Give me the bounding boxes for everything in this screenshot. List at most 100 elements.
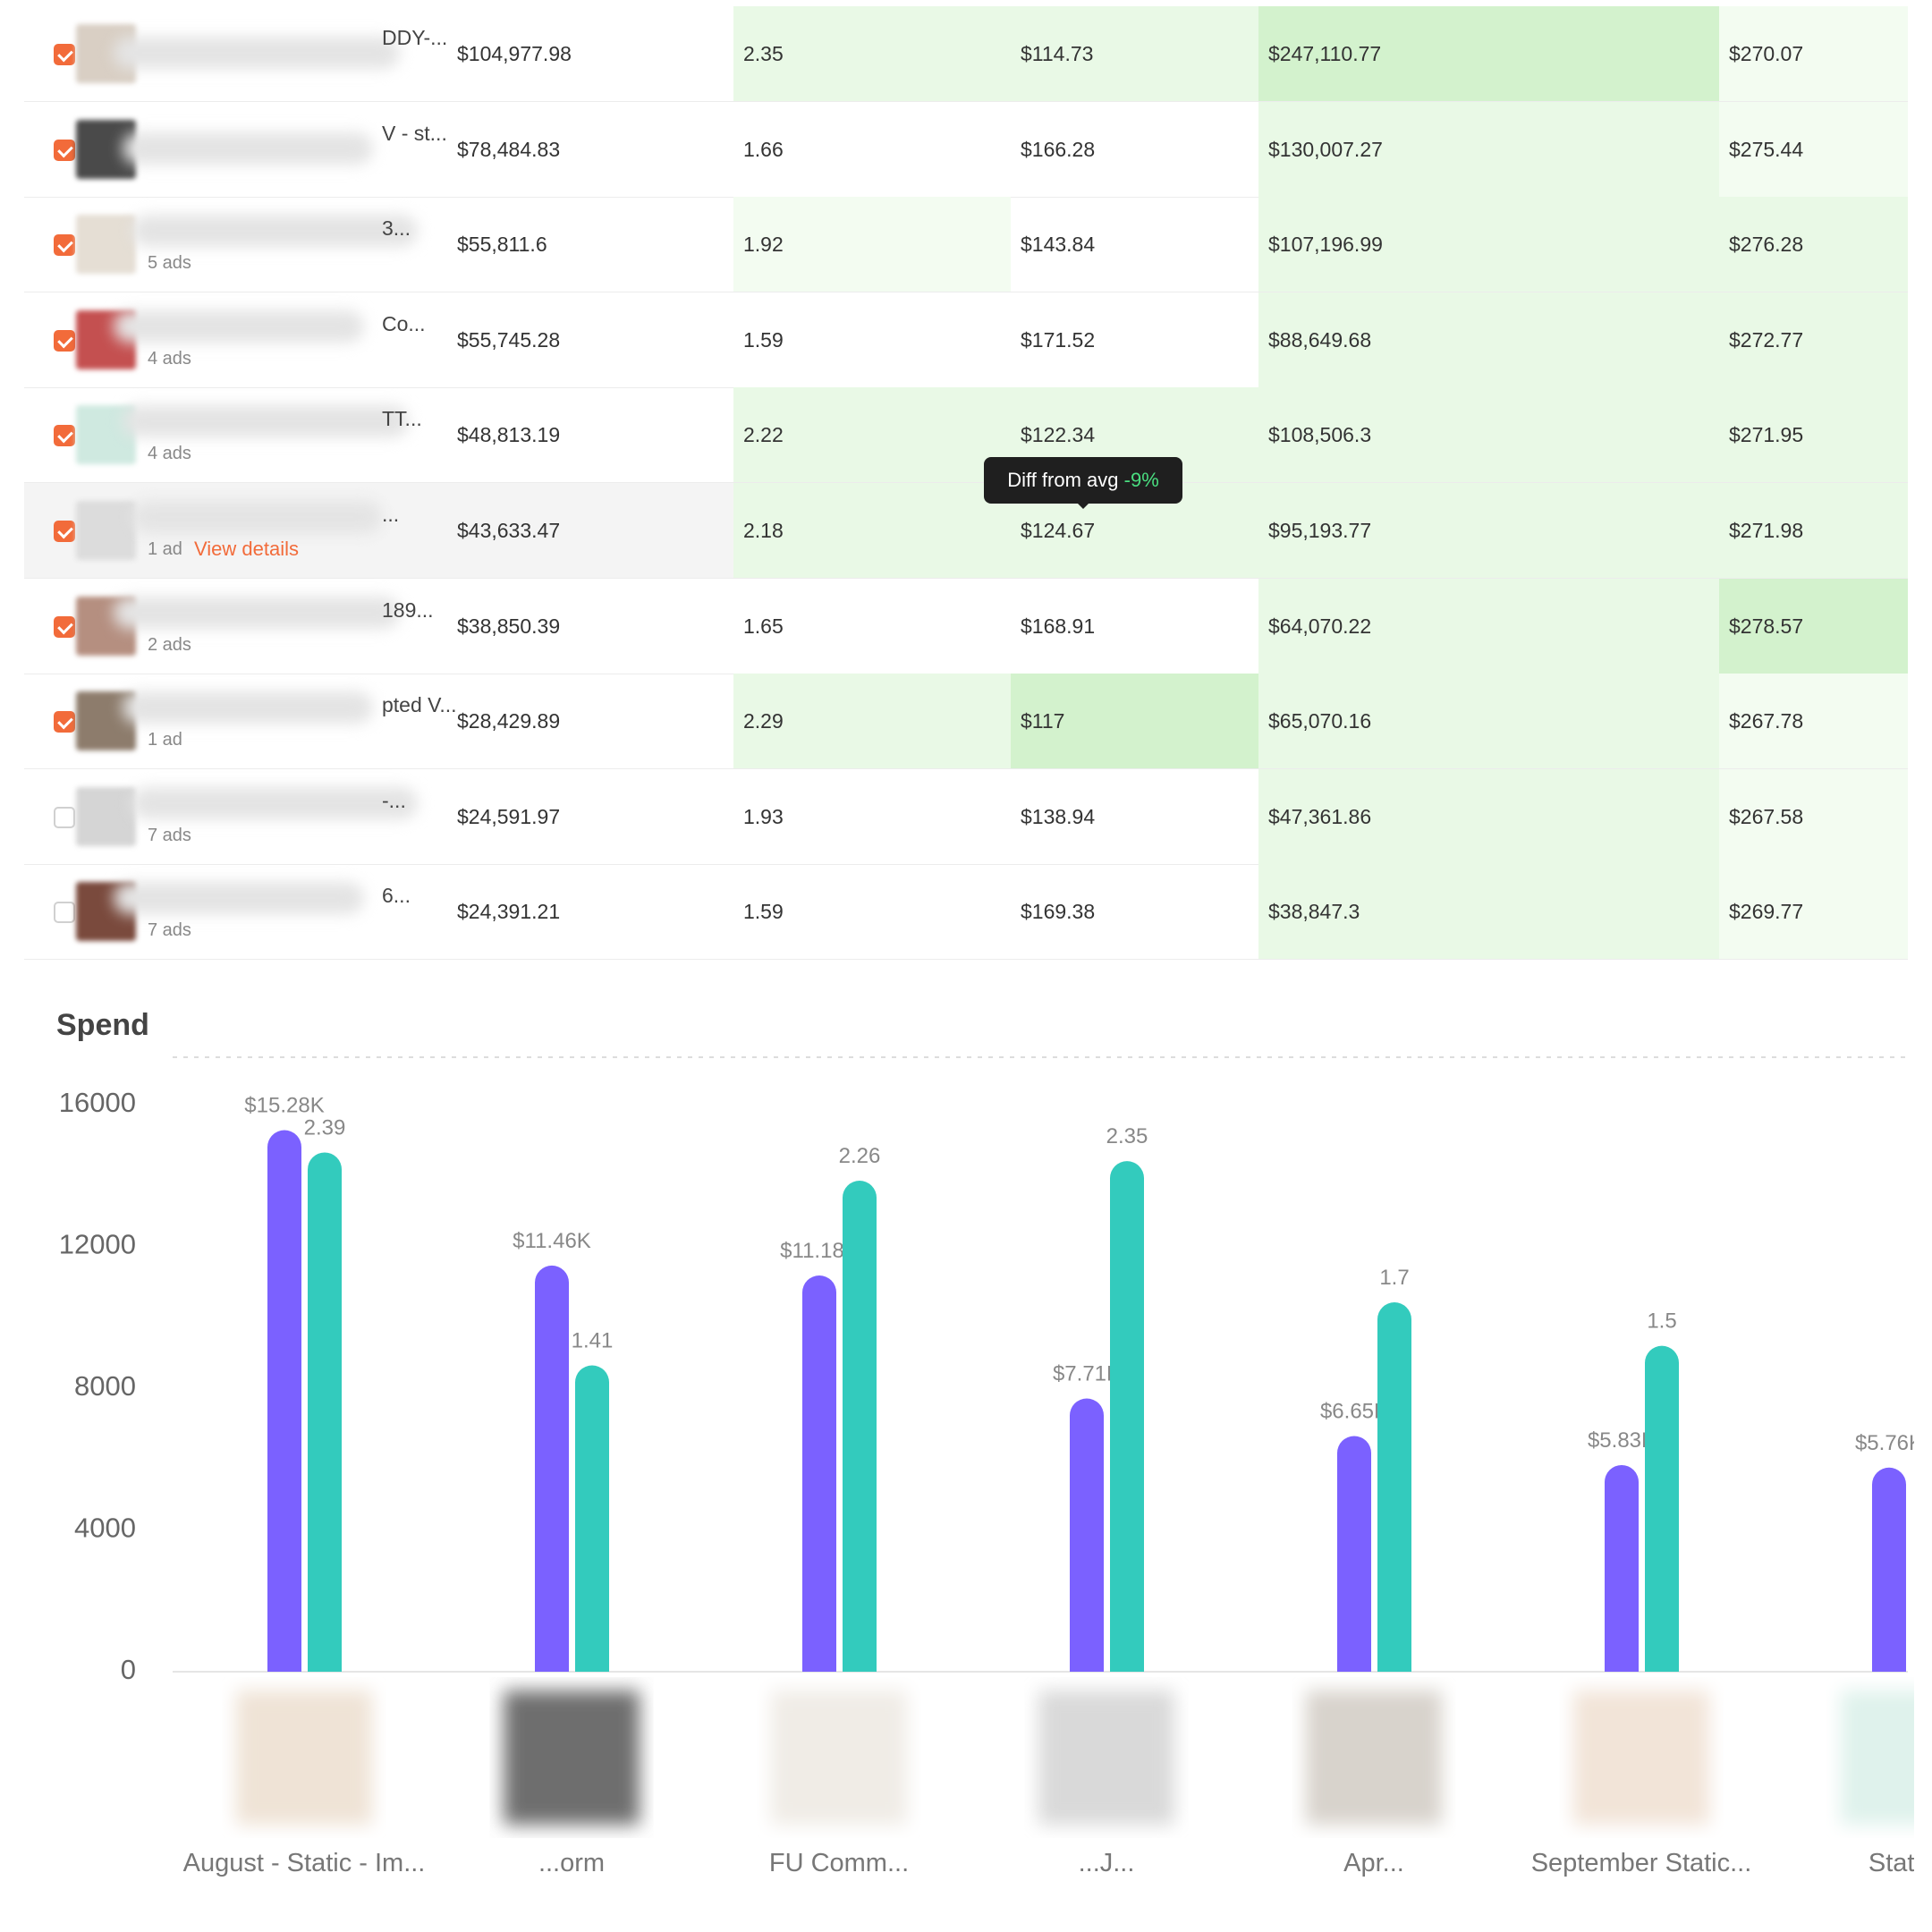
heat-cell (1258, 6, 1719, 101)
metric-cell: $64,070.22 (1268, 614, 1372, 638)
y-tick-label: 4000 (74, 1513, 136, 1544)
metric-cell: $55,811.6 (457, 233, 547, 257)
bar (802, 1275, 836, 1672)
heat-cell (1719, 674, 1908, 769)
view-details[interactable]: View details (194, 538, 299, 560)
tooltip-value: -9% (1123, 469, 1159, 491)
bar-value-label: $11.46K (513, 1229, 591, 1253)
checkbox[interactable] (54, 806, 75, 828)
bar-value-label: 1.7 (1379, 1266, 1409, 1290)
bar-value-label: 1.5 (1647, 1309, 1676, 1334)
table-row[interactable]: pted V... 1 ad $28,429.89 2.29 $117 $65,070.1… (24, 674, 1908, 770)
name-blur (131, 501, 382, 533)
ad-count: 2 ads (148, 634, 191, 655)
ad-name: 189... (382, 597, 434, 622)
name-blur (114, 37, 400, 69)
chart-title: Spend (56, 1008, 149, 1042)
checkbox[interactable] (54, 711, 75, 733)
metric-cell: 1.59 (743, 327, 784, 352)
checkbox[interactable] (54, 139, 75, 161)
name-blur (114, 309, 364, 343)
heat-cell (1719, 483, 1908, 578)
bar-value-label: 2.39 (304, 1115, 346, 1140)
checkbox[interactable] (54, 329, 75, 352)
metric-cell: 2.22 (743, 423, 784, 447)
ad-count: 4 ads (148, 444, 191, 464)
metric-cell: $267.78 (1729, 709, 1804, 733)
metric-cell: $276.28 (1729, 233, 1804, 257)
heat-cell (1258, 483, 1719, 578)
metric-cell: $43,633.47 (457, 519, 561, 542)
checkbox[interactable] (54, 902, 75, 924)
bar-value-label: $7.71K (1053, 1361, 1121, 1385)
metric-cell: $55,745.28 (457, 327, 561, 352)
ad-count: 1 ad (148, 539, 182, 559)
heat-cell (1719, 864, 1908, 960)
checkbox[interactable] (54, 425, 75, 447)
metric-cell: 2.35 (743, 42, 784, 65)
thumbnail (236, 1690, 372, 1825)
thumbnail (1841, 1690, 1914, 1825)
table: DDY-... $104,977.98 2.35 $114.73 $247,110.77… (24, 6, 1908, 961)
metric-cell: $24,591.97 (457, 804, 561, 828)
ad-count: 7 ads (148, 920, 191, 941)
metric-cell: $269.77 (1729, 900, 1804, 924)
table-row[interactable]: 3... 5 ads $55,811.6 1.92 $143.84 $107,196.99… (24, 197, 1908, 293)
metric-cell: $88,649.68 (1268, 327, 1372, 352)
bar (575, 1365, 609, 1672)
metric-cell: $124.67 (1021, 519, 1096, 542)
metric-cell: $275.44 (1729, 137, 1804, 161)
name-blur (123, 405, 409, 438)
thumbnail (1573, 1690, 1709, 1825)
x-tick-label: ...J... (1079, 1849, 1135, 1877)
checkbox[interactable] (54, 234, 75, 257)
bar-value-label: 2.35 (1106, 1124, 1148, 1148)
heat-cell (733, 197, 1011, 292)
name-blur (123, 691, 373, 724)
table-row[interactable]: Co... 4 ads $55,745.28 1.59 $171.52 $88,649.6… (24, 292, 1908, 388)
table-row[interactable]: 189... 2 ads $38,850.39 1.65 $168.91 $64,070.… (24, 578, 1908, 674)
metric-cell: $107,196.99 (1268, 233, 1383, 257)
table-row[interactable]: DDY-... $104,977.98 2.35 $114.73 $247,110.77… (24, 6, 1908, 102)
ad-count: 5 ads (148, 253, 191, 274)
ad-name: -... (382, 788, 406, 812)
ad-name: pted V... (382, 693, 457, 717)
name-blur (123, 131, 373, 165)
heat-cell (1258, 768, 1719, 864)
name-blur (131, 786, 418, 819)
metric-cell: 1.59 (743, 900, 784, 924)
metric-cell: $95,193.77 (1268, 519, 1372, 542)
y-tick-label: 12000 (59, 1229, 136, 1260)
metric-cell: $38,847.3 (1268, 900, 1360, 924)
thumbnail (1306, 1690, 1442, 1825)
bar-value-label: $15.28K (244, 1094, 324, 1118)
table-row[interactable]: ... 1 ad View details $43,633.47 2.18 $124.67… (24, 483, 1908, 579)
x-tick-label: FU Comm... (769, 1849, 909, 1877)
y-tick-label: 0 (121, 1654, 136, 1685)
table-row[interactable]: -... 7 ads $24,591.97 1.93 $138.94 $47,361.86… (24, 768, 1908, 865)
table-row[interactable]: TT... 4 ads $48,813.19 2.22 $122.34 $108,506.… (24, 387, 1908, 484)
ad-count: 7 ads (148, 825, 191, 845)
ad-name: TT... (382, 407, 422, 431)
bar (1605, 1464, 1639, 1672)
bar-value-label: $6.65K (1320, 1399, 1388, 1423)
heat-cell (733, 483, 1011, 578)
table-row[interactable]: 6... 7 ads $24,391.21 1.59 $169.38 $38,847.3 $… (24, 864, 1908, 961)
ad-name: Co... (382, 311, 426, 335)
metric-cell: 1.65 (743, 614, 784, 638)
bar-value-label: $5.76K (1855, 1431, 1923, 1455)
metric-cell: $171.52 (1021, 327, 1096, 352)
checkbox[interactable] (54, 44, 75, 65)
metric-cell: $24,391.21 (457, 900, 561, 924)
table-row[interactable]: V - st... $78,484.83 1.66 $166.28 $130,007.2… (24, 101, 1908, 198)
metric-cell: 1.66 (743, 137, 784, 161)
tooltip-arrow (1076, 502, 1090, 509)
tooltip-label: Diff from avg (1007, 469, 1119, 491)
metric-cell: $267.58 (1729, 804, 1804, 828)
metric-cell: 1.93 (743, 804, 784, 828)
checkbox[interactable] (54, 521, 75, 542)
metric-cell: $271.95 (1729, 423, 1804, 447)
checkbox[interactable] (54, 615, 75, 638)
